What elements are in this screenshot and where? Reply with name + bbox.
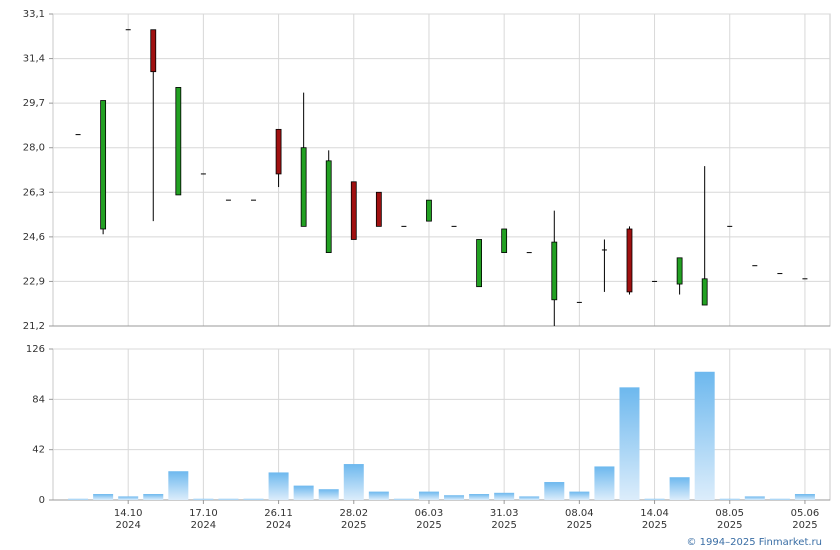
candle-body [727,225,733,227]
candle-body [125,29,131,31]
candle-body [325,160,332,253]
volume-bar [218,498,239,500]
candle-body [150,29,157,73]
volume-bar [243,498,264,500]
candle-body [225,199,231,201]
volume-bar [393,498,414,500]
volume-bar [794,494,815,500]
candle-body [75,134,81,136]
candle-body [275,128,282,175]
y-tick-label: 126 [26,344,45,355]
x-tick-label: 26.11 2024 [264,508,293,531]
volume-bar [519,496,540,500]
candle-body [401,225,407,227]
volume-bar [619,387,640,500]
x-tick-label: 28.02 2025 [339,508,368,531]
plot-frame [52,13,831,327]
y-tick-label: 0 [39,495,45,506]
candle-body [802,278,808,280]
y-tick-label: 29,7 [23,98,45,109]
y-tick-label: 42 [32,445,45,456]
x-tick-label: 17.10 2024 [189,508,218,531]
volume-bar [368,491,389,500]
candle-body [576,301,582,303]
candle-body [551,241,558,301]
candle-body [100,100,107,230]
candle-body [200,173,206,175]
volume-bar [644,498,665,500]
volume-bar [569,491,590,500]
volume-bar [544,482,565,500]
candle-body [652,280,658,282]
y-tick-label: 28,0 [23,143,45,154]
x-tick-label: 06.03 2025 [415,508,444,531]
candle-body [752,265,758,267]
y-tick-label: 33,1 [23,9,45,20]
volume-bar [68,498,89,500]
volume-bar [719,498,740,500]
volume-bar [168,471,189,500]
volume-bar [769,498,790,500]
x-tick-label: 08.04 2025 [565,508,594,531]
candle-body [626,228,633,293]
candle-body [701,278,708,306]
x-tick-label: 14.04 2025 [640,508,669,531]
volume-bar [193,498,214,500]
volume-bar [268,472,289,500]
y-tick-label: 24,6 [23,232,45,243]
candle-body [251,199,257,201]
volume-bar [469,494,490,500]
candle-body [451,225,457,227]
y-tick-label: 26,3 [23,187,45,198]
volume-bar [343,464,364,500]
y-tick-label: 31,4 [23,54,45,65]
volume-bar [669,477,690,500]
x-tick-label: 14.10 2024 [114,508,143,531]
volume-bar [318,489,339,500]
x-tick-label: 31.03 2025 [490,508,519,531]
candle-body [501,228,508,253]
volume-bar [694,371,715,500]
volume-bar [118,496,139,500]
volume-bar [293,485,314,500]
x-tick-label: 05.06 2025 [791,508,820,531]
volume-bar [594,466,615,500]
volume-bar [494,492,515,500]
candle-body [375,191,382,227]
candle-body [476,239,482,288]
y-tick-label: 22,9 [23,276,45,287]
volume-bar [744,496,765,500]
volume-bar [418,491,439,500]
candle-body [676,257,683,285]
candle-body [777,273,783,275]
copyright: © 1994–2025 Finmarket.ru [686,537,822,548]
y-tick-label: 21,2 [23,321,45,332]
x-tick-label: 08.05 2025 [715,508,744,531]
candle-body [426,199,432,222]
volume-bar [143,494,164,500]
candle-body [601,249,607,251]
y-tick-label: 84 [32,394,45,405]
candle-body [526,252,532,254]
candle-body [300,147,307,227]
candle-body [350,181,357,240]
volume-bar [444,495,465,500]
volume-bar [93,494,114,500]
candle-body [175,87,182,196]
